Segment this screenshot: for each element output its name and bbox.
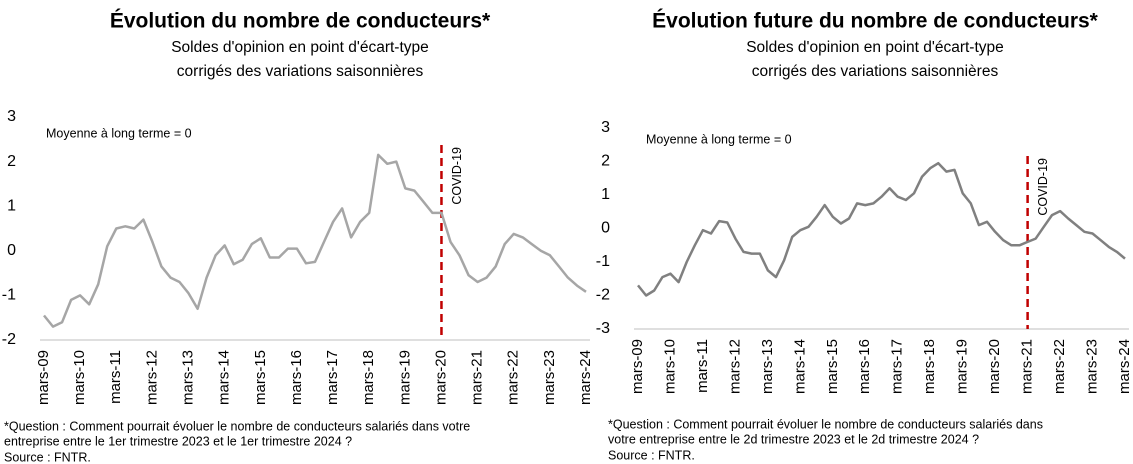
x-tick-label: mars-21 bbox=[1019, 339, 1036, 394]
x-tick-label: mars-21 bbox=[469, 350, 486, 405]
chart-title: Évolution future du nombre de conducteur… bbox=[652, 10, 1099, 33]
footnote: votre entreprise entre le 2d trimestre 2… bbox=[608, 432, 979, 446]
x-tick-label: mars-09 bbox=[629, 339, 646, 394]
y-tick-label: -3 bbox=[596, 320, 610, 337]
y-tick-label: 3 bbox=[601, 119, 610, 136]
x-tick-label: mars-13 bbox=[180, 350, 197, 405]
x-tick-label: mars-22 bbox=[1051, 339, 1068, 394]
chart-subtitle: corrigés des variations saisonnières bbox=[177, 63, 424, 80]
y-tick-label: 3 bbox=[7, 108, 16, 125]
x-tick-label: mars-13 bbox=[759, 339, 776, 394]
y-tick-label: 0 bbox=[601, 220, 610, 237]
x-tick-label: mars-20 bbox=[432, 350, 449, 405]
event-label: COVID-19 bbox=[450, 147, 464, 205]
y-tick-label: 0 bbox=[7, 242, 16, 259]
x-tick-label: mars-18 bbox=[360, 350, 377, 405]
x-tick-label: mars-11 bbox=[694, 339, 711, 393]
source: Source : FNTR. bbox=[4, 450, 91, 464]
x-tick-label: mars-24 bbox=[1116, 339, 1133, 394]
x-tick-label: mars-14 bbox=[791, 339, 808, 394]
y-tick-label: 1 bbox=[601, 186, 610, 203]
annotation: Moyenne à long terme = 0 bbox=[46, 126, 192, 140]
x-tick-label: mars-15 bbox=[824, 339, 841, 394]
source: Source : FNTR. bbox=[608, 448, 695, 462]
x-tick-label: mars-12 bbox=[726, 339, 743, 394]
series-line bbox=[43, 153, 587, 328]
x-tick-label: mars-19 bbox=[954, 339, 971, 394]
x-tick-label: mars-12 bbox=[143, 350, 160, 405]
x-tick-label: mars-24 bbox=[577, 350, 594, 405]
x-tick-label: mars-17 bbox=[324, 350, 341, 405]
footnote: *Question : Comment pourrait évoluer le … bbox=[608, 417, 1043, 431]
x-tick-label: mars-22 bbox=[505, 350, 522, 405]
y-tick-label: 2 bbox=[601, 153, 610, 170]
chart: Évolution future du nombre de conducteur… bbox=[596, 10, 1133, 463]
x-tick-label: mars-23 bbox=[541, 350, 558, 405]
x-tick-label: mars-16 bbox=[288, 350, 305, 405]
x-tick-label: mars-16 bbox=[856, 339, 873, 394]
series-line bbox=[637, 161, 1126, 297]
footnote: *Question : Comment pourrait évoluer le … bbox=[4, 419, 470, 433]
event-label: COVID-19 bbox=[1036, 158, 1050, 216]
x-tick-label: mars-14 bbox=[216, 350, 233, 405]
y-tick-label: -2 bbox=[2, 331, 16, 348]
x-tick-label: mars-17 bbox=[889, 339, 906, 394]
y-tick-label: 1 bbox=[7, 197, 16, 214]
x-tick-label: mars-10 bbox=[661, 339, 678, 394]
y-tick-label: -1 bbox=[596, 253, 610, 270]
annotation: Moyenne à long terme = 0 bbox=[646, 132, 792, 146]
x-tick-label: mars-09 bbox=[35, 350, 52, 405]
y-tick-label: -2 bbox=[596, 287, 610, 304]
y-tick-label: 2 bbox=[7, 153, 16, 170]
chart-subtitle: Soldes d'opinion en point d'écart-type bbox=[746, 39, 1004, 56]
x-tick-label: mars-11 bbox=[107, 350, 124, 404]
x-tick-label: mars-23 bbox=[1084, 339, 1101, 394]
x-tick-label: mars-15 bbox=[252, 350, 269, 405]
chart-title: Évolution du nombre de conducteurs* bbox=[110, 10, 491, 33]
chart-subtitle: corrigés des variations saisonnières bbox=[752, 63, 999, 80]
chart: Évolution du nombre de conducteurs* Solde… bbox=[2, 10, 594, 464]
y-tick-label: -1 bbox=[2, 287, 16, 304]
footnote: entreprise entre le 1er trimestre 2023 e… bbox=[4, 434, 352, 448]
x-tick-label: mars-10 bbox=[71, 350, 88, 405]
x-tick-label: mars-19 bbox=[396, 350, 413, 405]
chart-subtitle: Soldes d'opinion en point d'écart-type bbox=[171, 39, 429, 56]
x-tick-label: mars-18 bbox=[921, 339, 938, 394]
x-tick-label: mars-20 bbox=[986, 339, 1003, 394]
